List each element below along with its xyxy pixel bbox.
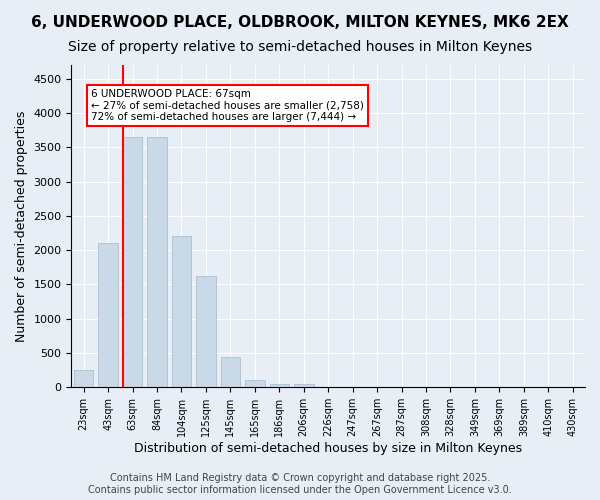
Text: 6, UNDERWOOD PLACE, OLDBROOK, MILTON KEYNES, MK6 2EX: 6, UNDERWOOD PLACE, OLDBROOK, MILTON KEY… (31, 15, 569, 30)
Bar (147, 137, 167, 388)
Bar (294, 384, 314, 388)
Bar (221, 357, 240, 388)
Bar (196, 276, 215, 388)
Y-axis label: Number of semi-detached properties: Number of semi-detached properties (15, 110, 28, 342)
X-axis label: Distribution of semi-detached houses by size in Milton Keynes: Distribution of semi-detached houses by … (134, 442, 522, 455)
Bar (172, 236, 191, 388)
Text: 6 UNDERWOOD PLACE: 67sqm
← 27% of semi-detached houses are smaller (2,758)
72% o: 6 UNDERWOOD PLACE: 67sqm ← 27% of semi-d… (91, 89, 364, 122)
Bar (245, 380, 265, 388)
Bar (74, 370, 94, 388)
Text: Contains HM Land Registry data © Crown copyright and database right 2025.
Contai: Contains HM Land Registry data © Crown c… (88, 474, 512, 495)
Bar (269, 384, 289, 388)
Bar (123, 137, 142, 388)
Text: Size of property relative to semi-detached houses in Milton Keynes: Size of property relative to semi-detach… (68, 40, 532, 54)
Bar (98, 244, 118, 388)
